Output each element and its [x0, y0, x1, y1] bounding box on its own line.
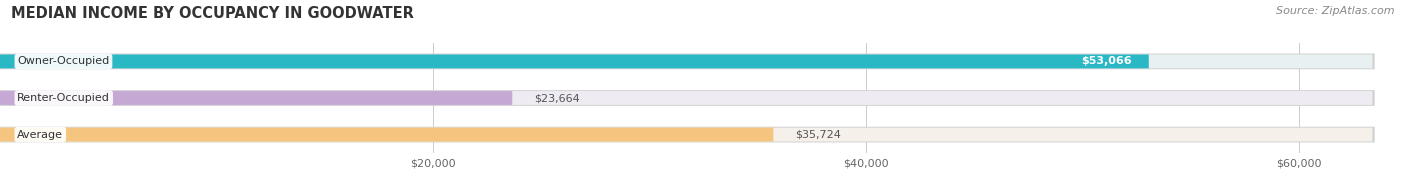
Text: Average: Average [17, 130, 63, 140]
FancyBboxPatch shape [0, 54, 1375, 69]
Text: Source: ZipAtlas.com: Source: ZipAtlas.com [1277, 6, 1395, 16]
FancyBboxPatch shape [0, 127, 1375, 142]
FancyBboxPatch shape [0, 54, 1372, 68]
FancyBboxPatch shape [0, 91, 1372, 105]
Text: Renter-Occupied: Renter-Occupied [17, 93, 110, 103]
Text: Owner-Occupied: Owner-Occupied [17, 56, 110, 66]
FancyBboxPatch shape [0, 90, 1375, 106]
FancyBboxPatch shape [0, 54, 1149, 68]
Text: $35,724: $35,724 [794, 130, 841, 140]
FancyBboxPatch shape [0, 128, 1372, 142]
FancyBboxPatch shape [0, 128, 773, 142]
Text: $23,664: $23,664 [534, 93, 579, 103]
Text: MEDIAN INCOME BY OCCUPANCY IN GOODWATER: MEDIAN INCOME BY OCCUPANCY IN GOODWATER [11, 6, 415, 21]
FancyBboxPatch shape [0, 91, 512, 105]
Text: $53,066: $53,066 [1081, 56, 1132, 66]
